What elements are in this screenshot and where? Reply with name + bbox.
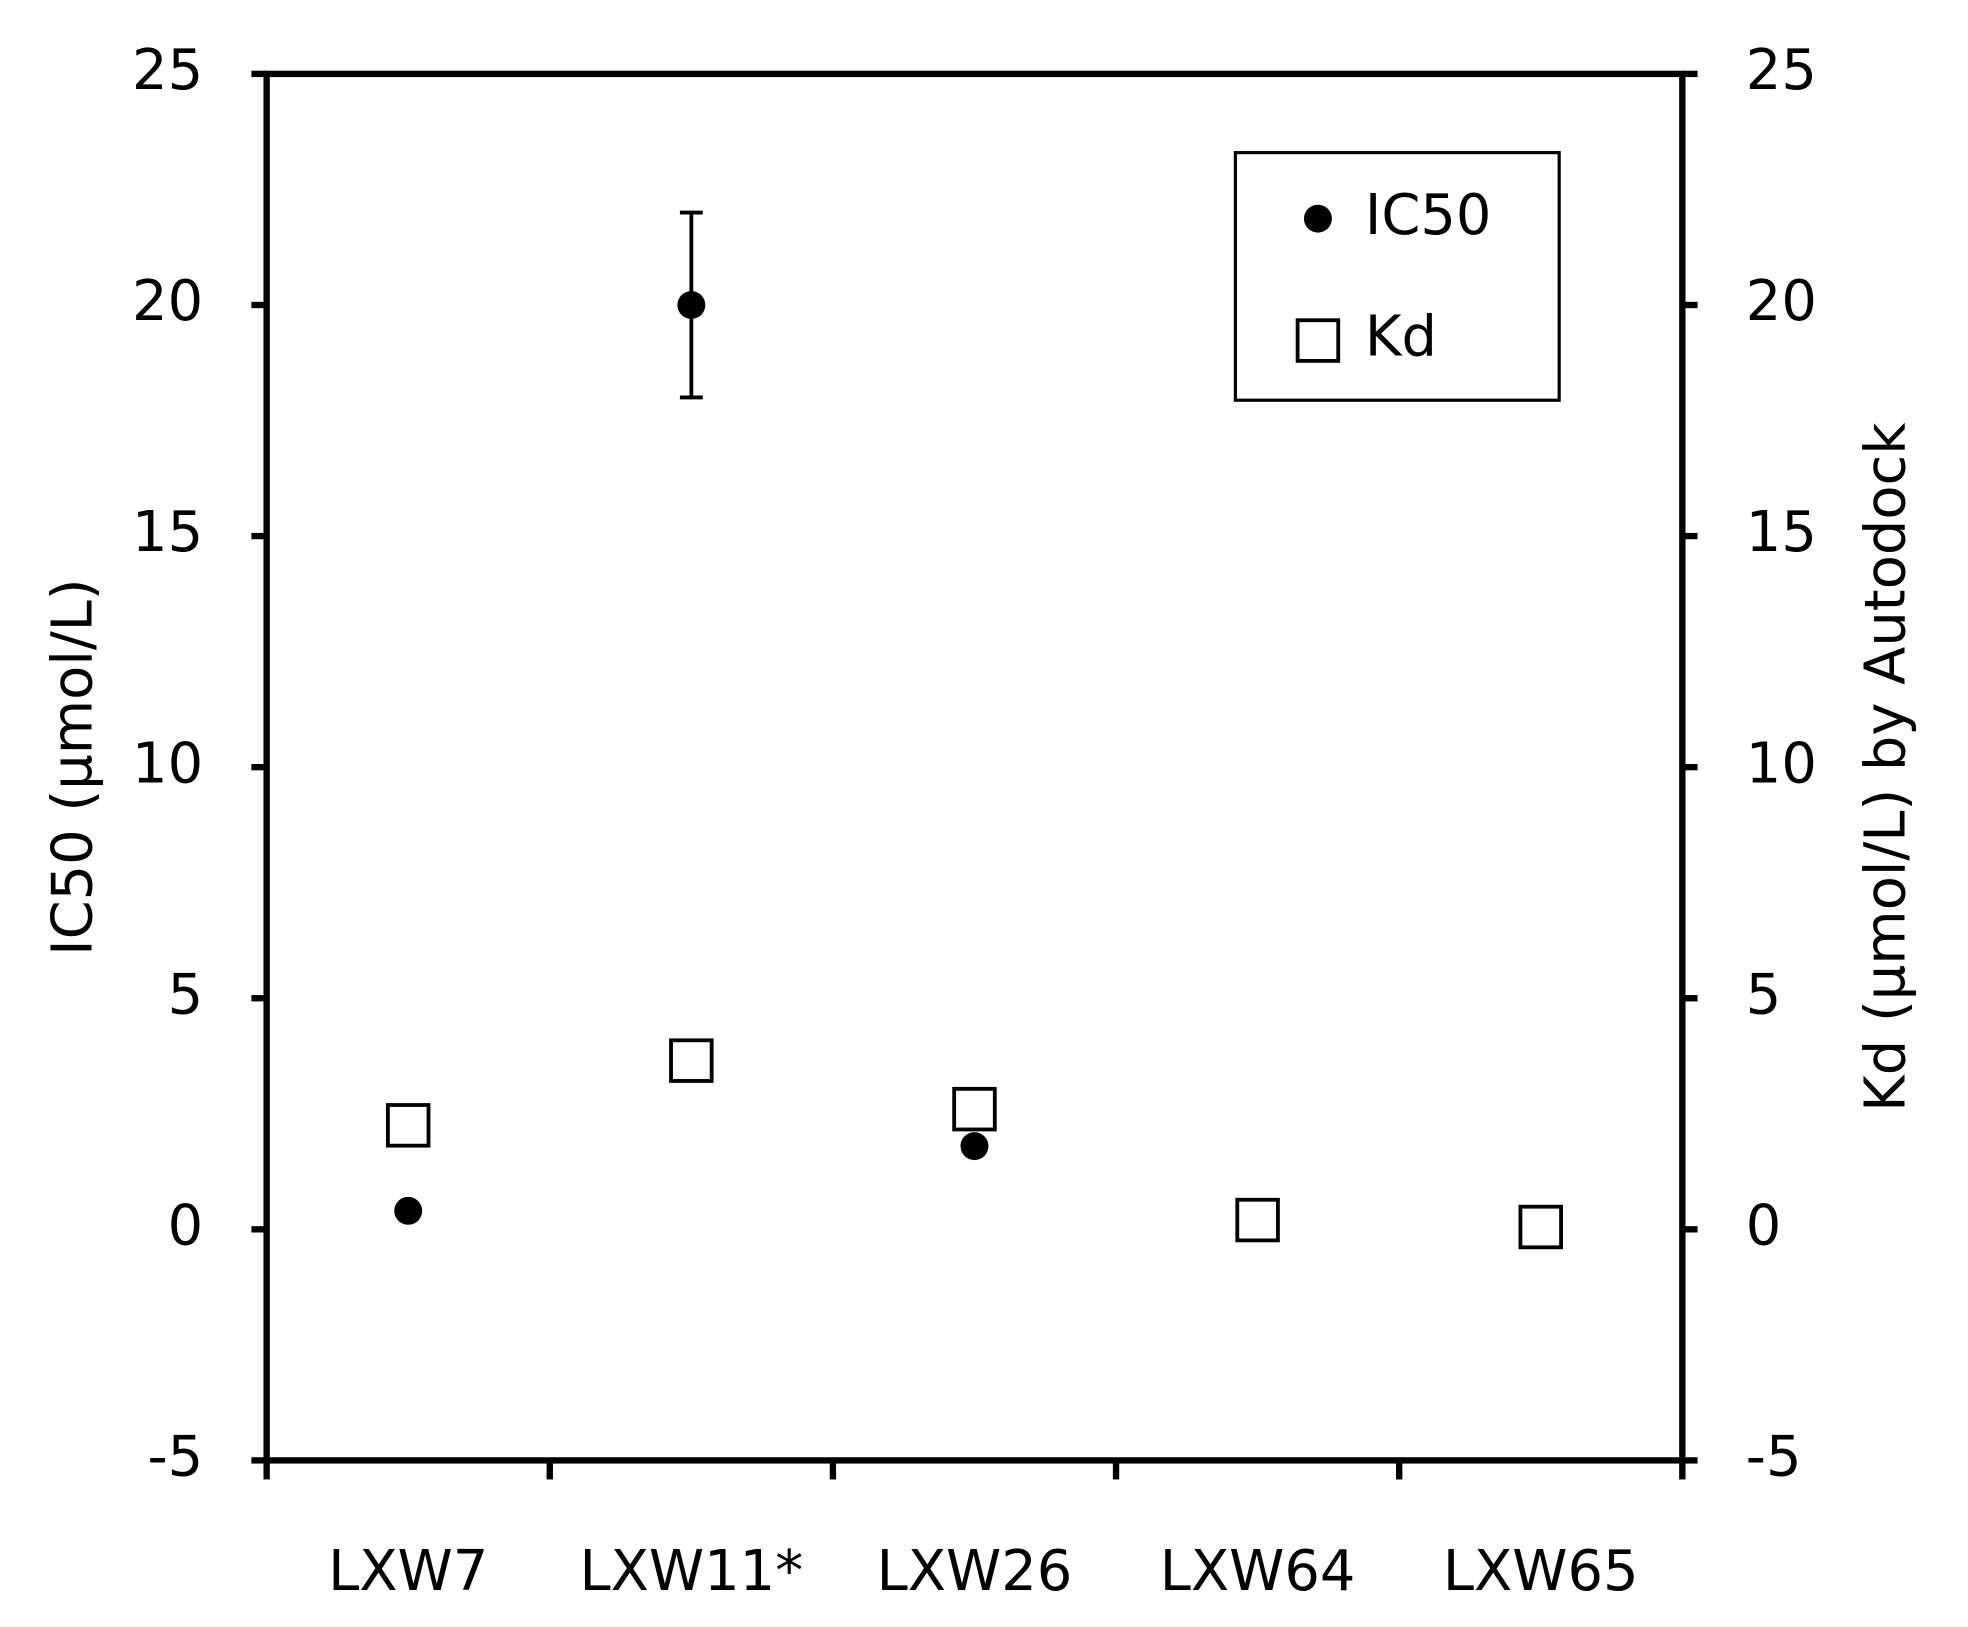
- y-tick-label: 10: [132, 731, 203, 796]
- point: [394, 1196, 423, 1225]
- y2-tick-label: 20: [1746, 269, 1817, 334]
- y2-tick-label: 25: [1746, 38, 1817, 103]
- point: [1295, 318, 1341, 363]
- legend-box: [1233, 151, 1561, 402]
- x-tick-label: LXW11*: [580, 1539, 804, 1604]
- y2-tick-label: 15: [1746, 500, 1817, 565]
- y2-tick-label: -5: [1746, 1425, 1802, 1490]
- point: [669, 1038, 714, 1083]
- point: [1518, 1204, 1563, 1250]
- point: [1235, 1197, 1280, 1243]
- y-tick-label: 25: [132, 38, 203, 103]
- y2-tick-label: 10: [1746, 731, 1817, 796]
- x-tick-label: LXW7: [328, 1539, 488, 1604]
- legend-label: IC50: [1365, 183, 1492, 248]
- y2-tick-label: 0: [1746, 1193, 1782, 1258]
- x-tick-label: LXW65: [1443, 1539, 1639, 1604]
- y2-axis-label: Kd (µmol/L) by Autodock: [1853, 422, 1918, 1112]
- y-tick-label: 20: [132, 269, 203, 334]
- point: [960, 1132, 989, 1161]
- y-tick-label: -5: [147, 1425, 203, 1490]
- x-tick-label: LXW64: [1160, 1539, 1356, 1604]
- point: [952, 1086, 997, 1132]
- y-tick-label: 15: [132, 500, 203, 565]
- point: [1303, 204, 1332, 233]
- point: [385, 1103, 431, 1148]
- y-tick-label: 5: [168, 962, 204, 1027]
- y2-tick-label: 5: [1746, 962, 1782, 1027]
- point: [677, 291, 706, 319]
- x-tick-label: LXW26: [877, 1539, 1073, 1604]
- y-axis-label: IC50 (µmol/L): [40, 578, 105, 955]
- legend-label: Kd: [1365, 305, 1437, 370]
- y-tick-label: 0: [168, 1193, 204, 1258]
